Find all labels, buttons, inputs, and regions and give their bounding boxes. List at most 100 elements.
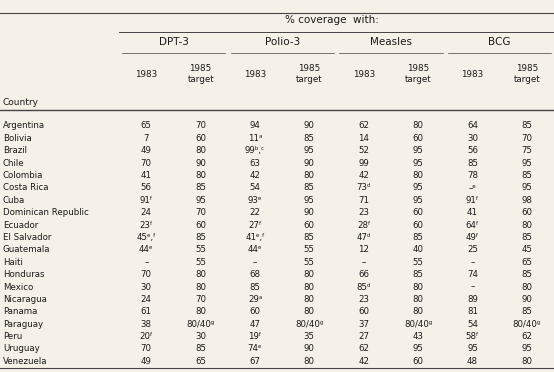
Text: 85: 85 — [467, 158, 478, 168]
Text: 95: 95 — [413, 344, 424, 353]
Text: 55: 55 — [413, 258, 424, 267]
Text: 41: 41 — [467, 208, 478, 217]
Text: 43: 43 — [413, 332, 424, 341]
Text: 24: 24 — [141, 208, 152, 217]
Text: 95: 95 — [304, 146, 315, 155]
Text: 60: 60 — [195, 221, 206, 230]
Text: 85ᵈ: 85ᵈ — [357, 282, 371, 292]
Text: 30: 30 — [195, 332, 206, 341]
Text: 90: 90 — [304, 122, 315, 131]
Text: 1983: 1983 — [135, 70, 157, 79]
Text: 27ᶠ: 27ᶠ — [248, 221, 262, 230]
Text: 85: 85 — [413, 270, 424, 279]
Text: DPT-3: DPT-3 — [158, 37, 188, 46]
Text: 1985
target: 1985 target — [514, 64, 540, 84]
Text: BCG: BCG — [489, 37, 511, 46]
Text: 23ᶠ: 23ᶠ — [140, 221, 153, 230]
Text: 99ᵇ,ᶜ: 99ᵇ,ᶜ — [245, 146, 265, 155]
Text: –: – — [144, 258, 148, 267]
Text: 45: 45 — [521, 246, 532, 254]
Text: Ecuador: Ecuador — [3, 221, 38, 230]
Text: 60: 60 — [521, 208, 532, 217]
Text: 85: 85 — [521, 307, 532, 316]
Text: 85: 85 — [195, 344, 206, 353]
Text: 85: 85 — [304, 233, 315, 242]
Text: 90: 90 — [304, 208, 315, 217]
Text: 95: 95 — [521, 158, 532, 168]
Text: 1983: 1983 — [244, 70, 266, 79]
Text: 80/40ᵍ: 80/40ᵍ — [512, 320, 541, 329]
Text: 42: 42 — [249, 171, 260, 180]
Text: 71: 71 — [358, 196, 369, 205]
Text: 73ᵈ: 73ᵈ — [357, 183, 371, 192]
Text: 80: 80 — [195, 171, 206, 180]
Text: 49ᶠ: 49ᶠ — [466, 233, 479, 242]
Text: 68: 68 — [249, 270, 260, 279]
Text: 20ᶠ: 20ᶠ — [140, 332, 153, 341]
Text: 80: 80 — [195, 270, 206, 279]
Text: 80/40ᵍ: 80/40ᵍ — [187, 320, 215, 329]
Text: 1983: 1983 — [461, 70, 484, 79]
Text: 22: 22 — [249, 208, 260, 217]
Text: 80: 80 — [521, 282, 532, 292]
Text: 30: 30 — [467, 134, 478, 143]
Text: 12: 12 — [358, 246, 369, 254]
Text: 37: 37 — [358, 320, 369, 329]
Text: 60: 60 — [358, 307, 369, 316]
Text: 48: 48 — [467, 357, 478, 366]
Text: 60: 60 — [304, 221, 315, 230]
Text: 19ᶠ: 19ᶠ — [248, 332, 261, 341]
Text: Nicaragua: Nicaragua — [3, 295, 47, 304]
Text: 64: 64 — [467, 122, 478, 131]
Text: 64ᶠ: 64ᶠ — [466, 221, 479, 230]
Text: 44ᵉ: 44ᵉ — [139, 246, 153, 254]
Text: 28ᶠ: 28ᶠ — [357, 221, 371, 230]
Text: 58ᶠ: 58ᶠ — [466, 332, 479, 341]
Text: 70: 70 — [141, 344, 152, 353]
Text: 85: 85 — [521, 171, 532, 180]
Text: 35: 35 — [304, 332, 315, 341]
Text: 38: 38 — [141, 320, 152, 329]
Text: 14: 14 — [358, 134, 369, 143]
Text: 66: 66 — [358, 270, 369, 279]
Text: 85: 85 — [521, 270, 532, 279]
Text: 78: 78 — [467, 171, 478, 180]
Text: 80: 80 — [195, 146, 206, 155]
Text: % coverage  with:: % coverage with: — [285, 16, 379, 25]
Text: 70: 70 — [195, 208, 206, 217]
Text: –: – — [470, 258, 475, 267]
Text: 90: 90 — [521, 295, 532, 304]
Text: 47ᵈ: 47ᵈ — [357, 233, 371, 242]
Text: 85: 85 — [521, 122, 532, 131]
Text: 74: 74 — [467, 270, 478, 279]
Text: 85: 85 — [413, 233, 424, 242]
Text: 85: 85 — [195, 233, 206, 242]
Text: 49: 49 — [141, 357, 152, 366]
Text: 85: 85 — [304, 183, 315, 192]
Text: 54: 54 — [467, 320, 478, 329]
Text: 80: 80 — [413, 282, 424, 292]
Text: 47: 47 — [249, 320, 260, 329]
Text: Colombia: Colombia — [3, 171, 43, 180]
Text: 62: 62 — [521, 332, 532, 341]
Text: 80: 80 — [195, 282, 206, 292]
Text: 80: 80 — [304, 270, 315, 279]
Text: 70: 70 — [521, 134, 532, 143]
Text: 52: 52 — [358, 146, 369, 155]
Text: 70: 70 — [141, 270, 152, 279]
Text: 80: 80 — [304, 357, 315, 366]
Text: 25: 25 — [467, 246, 478, 254]
Text: 30: 30 — [141, 282, 152, 292]
Text: Panama: Panama — [3, 307, 37, 316]
Text: 80: 80 — [304, 171, 315, 180]
Text: 62: 62 — [358, 344, 369, 353]
Text: 80: 80 — [304, 282, 315, 292]
Text: 90: 90 — [304, 344, 315, 353]
Text: Costa Rica: Costa Rica — [3, 183, 48, 192]
Text: 60: 60 — [249, 307, 260, 316]
Text: 55: 55 — [304, 258, 315, 267]
Text: 95: 95 — [467, 344, 478, 353]
Text: 40: 40 — [413, 246, 424, 254]
Text: Polio-3: Polio-3 — [265, 37, 300, 46]
Text: 65: 65 — [521, 258, 532, 267]
